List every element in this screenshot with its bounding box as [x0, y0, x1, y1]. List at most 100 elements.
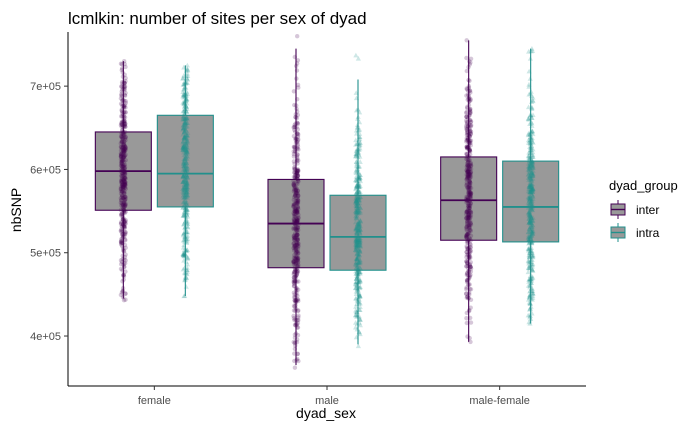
data-point: [294, 200, 300, 205]
data-point: [530, 173, 536, 178]
data-point: [356, 279, 362, 284]
data-point: [468, 194, 473, 199]
data-point: [119, 139, 124, 144]
data-point: [123, 144, 128, 150]
data-point: [184, 229, 190, 235]
data-point: [464, 114, 469, 120]
data-point: [526, 214, 532, 220]
data-point: [121, 228, 126, 234]
data-point: [357, 174, 363, 180]
data-point: [353, 197, 359, 203]
data-point: [468, 60, 473, 65]
data-point: [183, 173, 190, 179]
data-point: [354, 210, 360, 215]
data-point: [354, 255, 360, 260]
data-point: [353, 203, 360, 209]
data-point: [354, 213, 361, 219]
data-point: [356, 300, 362, 306]
data-point: [355, 239, 361, 245]
data-point: [294, 68, 300, 73]
data-point: [468, 339, 473, 345]
data-point: [357, 178, 364, 184]
data-point: [184, 133, 190, 138]
data-point: [292, 170, 298, 175]
data-point: [528, 162, 535, 168]
data-point: [527, 134, 533, 140]
data-point: [182, 277, 188, 283]
data-point: [466, 154, 471, 159]
data-point: [182, 106, 188, 112]
data-point: [464, 232, 470, 238]
data-point: [293, 198, 298, 203]
data-point: [529, 207, 536, 213]
data-point: [526, 234, 532, 239]
data-point: [122, 204, 127, 209]
data-point: [295, 169, 300, 174]
data-point: [121, 181, 126, 187]
data-point: [355, 200, 361, 206]
data-point: [184, 149, 191, 154]
data-point: [357, 174, 363, 180]
data-point: [182, 160, 188, 166]
data-point: [293, 173, 298, 178]
data-point: [183, 204, 189, 210]
data-point: [123, 203, 128, 209]
data-point: [353, 170, 359, 176]
data-point: [182, 156, 188, 161]
data-point: [295, 205, 301, 210]
data-point: [527, 234, 534, 240]
data-point: [530, 175, 536, 181]
data-point: [184, 65, 190, 71]
data-point: [468, 191, 474, 196]
data-point: [353, 309, 359, 314]
data-point: [468, 233, 474, 238]
data-point: [525, 116, 531, 121]
data-point: [467, 282, 472, 287]
data-point: [291, 182, 297, 188]
data-point: [356, 299, 362, 305]
data-point: [122, 59, 127, 64]
data-point: [526, 184, 532, 190]
data-point: [184, 212, 190, 218]
data-point: [181, 162, 188, 168]
data-point: [291, 204, 296, 209]
data-points: [291, 34, 301, 370]
data-point: [356, 242, 362, 247]
data-point: [184, 181, 191, 187]
data-point: [119, 238, 124, 244]
data-point: [527, 189, 533, 194]
data-point: [118, 221, 124, 227]
data-point: [528, 202, 535, 208]
data-point: [181, 100, 187, 105]
data-point: [293, 146, 298, 151]
data-point: [466, 142, 472, 147]
data-point: [467, 184, 472, 189]
data-point: [354, 203, 360, 209]
data-point: [465, 217, 471, 222]
data-point: [121, 157, 126, 163]
data-point: [353, 295, 359, 301]
data-point: [181, 187, 187, 192]
data-point: [357, 232, 363, 237]
data-point: [530, 290, 536, 296]
data-point: [354, 160, 360, 166]
data-point: [122, 202, 128, 208]
data-point: [293, 247, 298, 252]
data-point: [529, 267, 536, 273]
data-point: [119, 156, 125, 162]
data-point: [356, 223, 362, 228]
data-point: [119, 134, 125, 140]
data-point: [529, 135, 535, 141]
data-point: [120, 161, 125, 167]
data-point: [356, 269, 362, 274]
data-point: [353, 313, 360, 319]
data-point: [292, 317, 297, 323]
data-point: [295, 297, 300, 302]
data-point: [528, 316, 534, 321]
data-point: [123, 269, 128, 274]
data-point: [181, 221, 187, 227]
data-point: [295, 152, 300, 157]
data-point: [466, 93, 471, 98]
data-point: [466, 132, 472, 138]
data-point: [357, 229, 363, 235]
